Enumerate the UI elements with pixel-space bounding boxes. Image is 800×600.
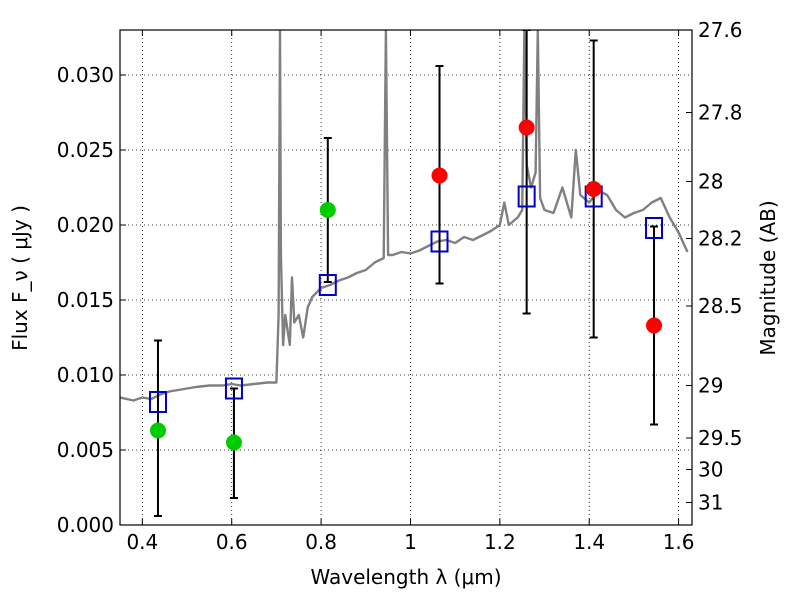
- observed-point: [149, 422, 166, 439]
- observed-point: [646, 317, 663, 334]
- grid: [120, 30, 692, 525]
- plot-area: [120, 30, 689, 517]
- y-tick-label: 0.015: [57, 288, 114, 312]
- observed-point: [431, 167, 448, 184]
- model-point: [517, 185, 536, 208]
- spectrum-line: [120, 30, 689, 402]
- tick-labels: 0.4 0.6 0.8 1 1.2 1.4 1.6 0.000 0.005 0.010 0.015 0…: [57, 18, 743, 554]
- x-tick-label: 1.2: [484, 530, 516, 554]
- y-tick-label: 0.000: [57, 513, 114, 537]
- observed-point: [518, 119, 535, 136]
- y-axis-label: Flux F_ν ( μJy ): [8, 205, 32, 351]
- model-point: [224, 377, 243, 400]
- x-tick-label: 0.8: [305, 530, 337, 554]
- model-point: [645, 217, 664, 239]
- y-tick-label: 0.005: [57, 438, 114, 462]
- right-axis-label: Magnitude (AB): [756, 200, 780, 355]
- observed-point: [225, 434, 242, 451]
- x-tick-label: 1.4: [573, 530, 605, 554]
- right-tick-label: 28.5: [698, 294, 743, 318]
- right-tick-label: 30: [698, 458, 723, 482]
- right-tick-label: 31: [698, 491, 723, 515]
- ticks: [120, 29, 692, 526]
- right-tick-label: 27.6: [698, 18, 743, 42]
- right-tick-label: 29.5: [698, 426, 743, 450]
- y-tick-label: 0.020: [57, 213, 114, 237]
- model-point: [318, 274, 337, 296]
- model-point: [430, 230, 449, 253]
- x-tick-label: 0.4: [126, 530, 158, 554]
- y-tick-label: 0.025: [57, 138, 114, 162]
- right-tick-label: 28: [698, 170, 723, 194]
- plot-frame: [119, 29, 693, 526]
- y-tick-label: 0.030: [57, 63, 114, 87]
- x-tick-label: 1: [404, 530, 417, 554]
- right-tick-label: 28.2: [698, 227, 743, 251]
- right-tick-label: 27.8: [698, 101, 743, 125]
- x-tick-label: 0.6: [216, 530, 248, 554]
- observed-point: [319, 202, 336, 218]
- right-tick-label: 29: [698, 374, 723, 398]
- model-point: [148, 391, 167, 413]
- y-tick-label: 0.010: [57, 363, 114, 387]
- x-axis-label: Wavelength λ (μm): [310, 565, 501, 589]
- observed-point: [585, 181, 602, 197]
- x-tick-label: 1.6: [663, 530, 695, 554]
